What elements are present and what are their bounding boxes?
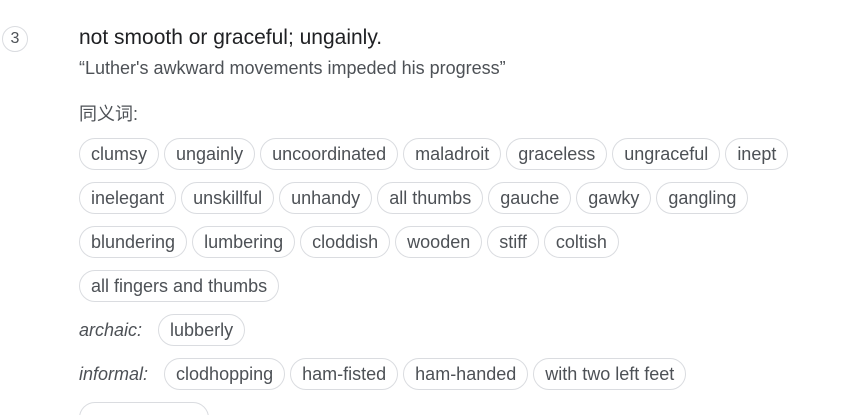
synonym-chip[interactable]: uncoordinated xyxy=(260,138,399,170)
synonym-chip[interactable]: blundering xyxy=(79,226,188,258)
synonym-row: all fingers and thumbs xyxy=(79,268,857,304)
definition-text: not smooth or graceful; ungainly. xyxy=(79,26,383,49)
synonym-row: clumsy ungainly uncoordinated maladroit … xyxy=(79,136,857,172)
synonym-chip[interactable]: ham-handed xyxy=(403,358,529,390)
archaic-synonym-row: archaic: lubberly xyxy=(79,312,857,348)
synonym-chip[interactable]: graceless xyxy=(506,138,608,170)
register-label-archaic: archaic: xyxy=(79,319,143,340)
sense-content: not smooth or graceful; ungainly. “Luthe… xyxy=(79,24,857,415)
synonym-chip[interactable]: with two left feet xyxy=(533,358,687,390)
synonym-row: blundering lumbering cloddish wooden sti… xyxy=(79,224,857,260)
synonym-chip[interactable]: gawky xyxy=(576,182,652,214)
synonym-chip[interactable]: unskillful xyxy=(181,182,275,214)
synonym-chip[interactable]: cloddish xyxy=(300,226,391,258)
synonym-chip[interactable]: ungainly xyxy=(164,138,256,170)
register-label-informal: informal: xyxy=(79,363,149,384)
synonym-chip[interactable]: inept xyxy=(725,138,789,170)
synonym-chip[interactable]: lubberly xyxy=(158,314,246,346)
synonym-chip[interactable]: clodhopping xyxy=(164,358,286,390)
synonym-chip[interactable]: stiff xyxy=(487,226,539,258)
synonyms-label: 同义词: xyxy=(79,104,139,124)
sense-number-badge: 3 xyxy=(2,26,28,52)
synonym-chip[interactable]: all thumbs xyxy=(377,182,484,214)
synonym-chip[interactable]: ungraceful xyxy=(612,138,721,170)
synonym-chip[interactable]: clumsy xyxy=(79,138,160,170)
synonym-chip[interactable]: maladroit xyxy=(403,138,502,170)
synonym-chip[interactable]: all fingers and thumbs xyxy=(79,270,280,302)
synonym-chip[interactable]: gangling xyxy=(656,182,749,214)
synonym-chip[interactable]: gauche xyxy=(488,182,572,214)
synonym-chip[interactable]: lumbering xyxy=(192,226,296,258)
example-sentence: “Luther's awkward movements impeded his … xyxy=(79,58,506,78)
synonym-chip[interactable]: unhandy xyxy=(279,182,373,214)
informal-synonym-row: informal: clodhopping ham-fisted ham-han… xyxy=(79,356,857,392)
synonym-chip[interactable]: wooden xyxy=(395,226,483,258)
synonym-chip[interactable]: inelegant xyxy=(79,182,177,214)
synonym-chip[interactable]: coltish xyxy=(543,226,619,258)
synonym-chip-cut-off[interactable] xyxy=(79,402,209,415)
synonym-chip[interactable]: ham-fisted xyxy=(290,358,399,390)
cut-off-synonym-row xyxy=(79,400,857,415)
synonym-row: inelegant unskillful unhandy all thumbs … xyxy=(79,180,857,216)
